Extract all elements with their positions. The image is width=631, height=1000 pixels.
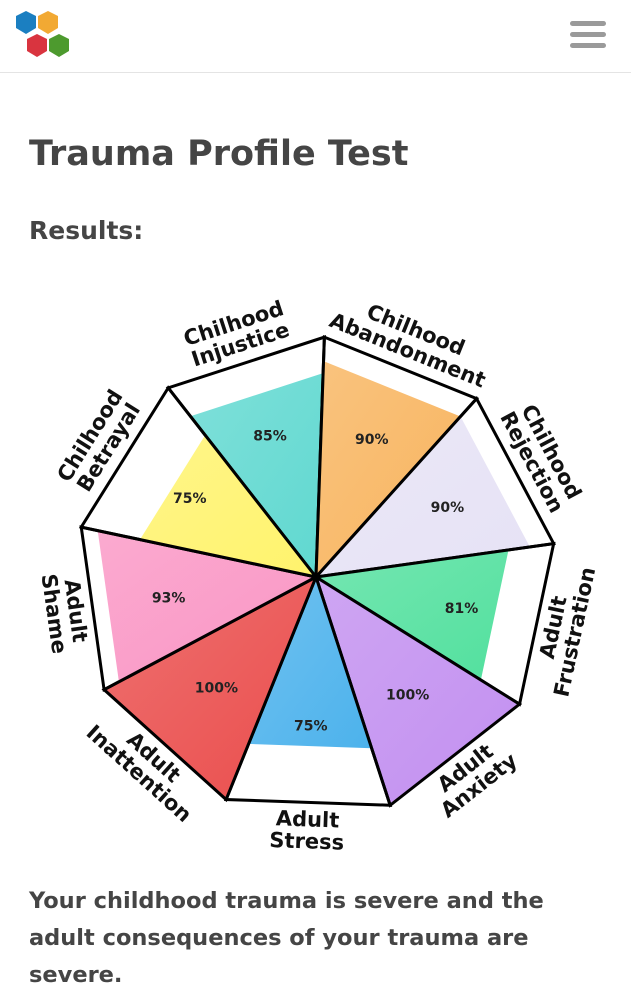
- sector-frustration: [316, 549, 509, 681]
- results-heading: Results:: [29, 216, 144, 245]
- value-label: 75%: [173, 491, 207, 507]
- value-label: 90%: [355, 432, 389, 448]
- sector-injustice: [190, 373, 324, 577]
- sector-anxiety: [316, 577, 520, 806]
- top-header: [0, 0, 631, 73]
- sector-shame: [97, 530, 316, 682]
- sector-outline: [78, 385, 320, 580]
- category-label-line1: Adult: [275, 806, 339, 832]
- sector-abandonment: [316, 361, 461, 577]
- value-label: 100%: [195, 681, 238, 697]
- sector-rejection: [316, 416, 530, 577]
- page-title: Trauma Profile Test: [29, 134, 409, 174]
- value-label: 75%: [294, 719, 328, 735]
- sector-inattention: [104, 577, 316, 800]
- value-label: 90%: [431, 500, 465, 516]
- sector-betrayal: [139, 435, 316, 577]
- value-label: 93%: [152, 591, 186, 607]
- hamburger-menu-icon[interactable]: [570, 21, 606, 51]
- value-label: 100%: [386, 687, 429, 703]
- category-label-line2: Stress: [269, 828, 345, 855]
- sector-stress: [248, 577, 372, 749]
- value-label: 81%: [445, 601, 479, 617]
- value-label: 85%: [253, 428, 287, 444]
- trauma-profile-chart: 85%ChilhoodInjustice90%ChilhoodAbandonme…: [37, 296, 601, 855]
- results-summary: Your childhood trauma is severe and the …: [29, 888, 544, 988]
- hexagon-cluster-logo[interactable]: [12, 10, 82, 62]
